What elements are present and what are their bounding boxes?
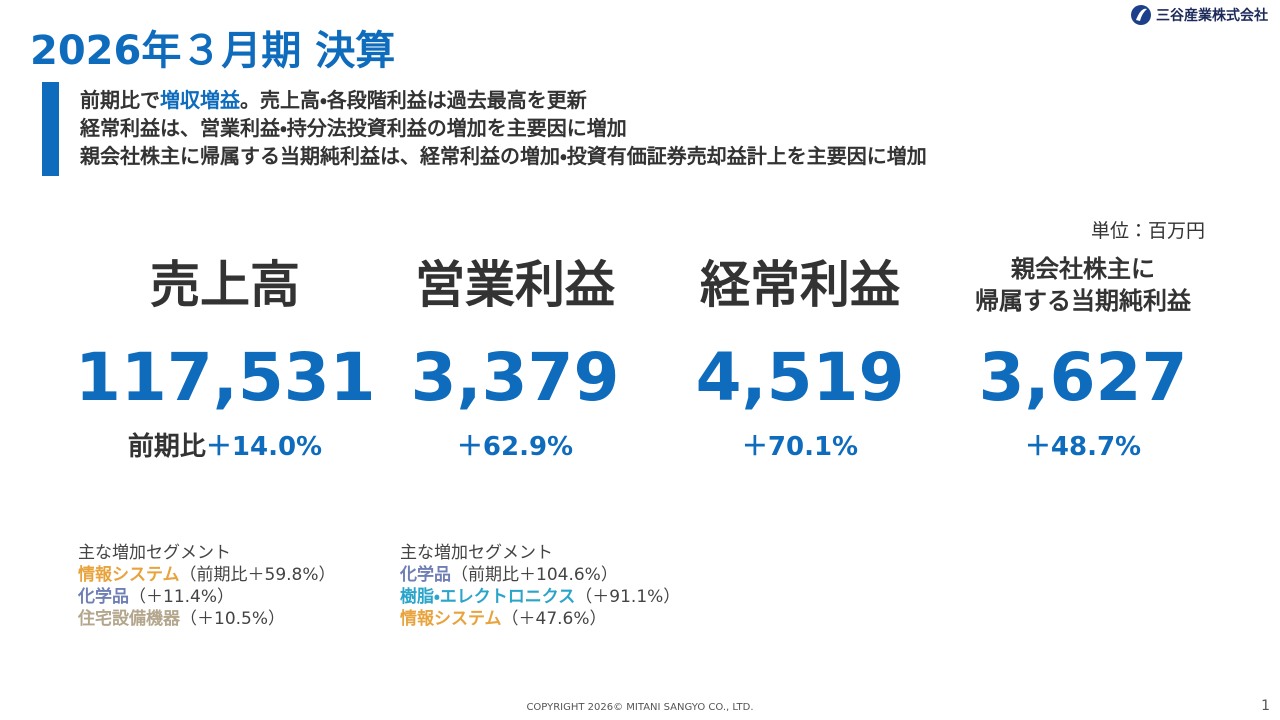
segment-heading: 主な増加セグメント <box>400 543 553 563</box>
highlight-text: 増収増益 <box>160 88 240 112</box>
segment-name: 化学品 <box>400 565 451 585</box>
metric-change: 前期比＋14.0% <box>75 426 375 463</box>
segment-name: 情報システム <box>78 565 180 585</box>
change-value: ＋14.0% <box>205 432 323 462</box>
copyright: COPYRIGHT 2026© MITANI SANGYO CO., LTD. <box>526 702 754 713</box>
summary-line: 経常利益は、営業利益・持分法投資利益の増加を主要因に増加 <box>80 114 927 142</box>
segment-item: 住宅設備機器（＋10.5%） <box>78 608 336 630</box>
metric-label-line: 帰属する当期純利益 <box>975 287 1191 315</box>
segment-note: （前期比＋59.8%） <box>179 565 336 585</box>
metric-value: 4,519 <box>695 339 905 416</box>
segment-note: （＋11.4%） <box>129 587 235 607</box>
segment-item: 情報システム（前期比＋59.8%） <box>78 564 336 586</box>
metric-label-line: 経常利益 <box>700 256 900 314</box>
change-value: ＋70.1% <box>741 432 859 462</box>
segment-item: 化学品（前期比＋104.6%） <box>400 564 680 586</box>
change-value: ＋62.9% <box>456 432 574 462</box>
segment-item: 化学品（＋11.4%） <box>78 586 336 608</box>
metric: 売上高 117,531 前期比＋14.0% <box>75 250 376 463</box>
company-name: 三谷産業株式会社 <box>1156 8 1268 24</box>
summary-text: 。売上高・各段階利益は過去最高を更新 <box>240 88 587 112</box>
metric: 親会社株主に帰属する当期純利益 3,627 ＋48.7% <box>933 250 1233 463</box>
segment-note: （前期比＋104.6%） <box>451 565 618 585</box>
metric-label-line: 売上高 <box>150 256 300 314</box>
summary-line: 親会社株主に帰属する当期純利益は、経常利益の増加・投資有価証券売却益計上を主要因… <box>80 142 927 170</box>
logo-mark <box>1131 5 1151 25</box>
segment-note: （＋10.5%） <box>180 609 286 629</box>
logo: 三谷産業株式会社 <box>1130 4 1268 26</box>
unit: 単位：百万円 <box>1090 220 1205 242</box>
segment-note: （＋47.6%） <box>501 609 607 629</box>
metric-value: 117,531 <box>75 339 376 416</box>
page-number: 1 <box>1261 698 1270 714</box>
segment-item: 情報システム（＋47.6%） <box>400 608 680 630</box>
summary-text: 経常利益は、営業利益・持分法投資利益の増加を主要因に増加 <box>80 116 627 140</box>
segment-name: 情報システム <box>400 609 502 629</box>
segment-name: 樹脂・エレクトロニクス <box>400 587 576 607</box>
summary-text: 親会社株主に帰属する当期純利益は、経常利益の増加・投資有価証券売却益計上を主要因… <box>80 144 927 168</box>
summary: 前期比で増収増益。売上高・各段階利益は過去最高を更新 経常利益は、営業利益・持分法… <box>80 86 927 170</box>
metric: 営業利益 3,379 ＋62.9% <box>365 250 665 463</box>
segment-block: 主な増加セグメント 化学品（前期比＋104.6%） 樹脂・エレクトロニクス（＋91.… <box>400 542 680 630</box>
metric-label-line: 親会社株主に <box>1011 255 1155 283</box>
metric-value: 3,627 <box>978 339 1188 416</box>
title: 2026年３月期 決算 <box>30 28 396 74</box>
segment-heading: 主な増加セグメント <box>78 543 231 563</box>
segment-name: 化学品 <box>78 587 129 607</box>
metric-change: ＋62.9% <box>365 426 665 463</box>
summary-text: 前期比で <box>80 88 160 112</box>
segment-block: 主な増加セグメント 情報システム（前期比＋59.8%） 化学品（＋11.4%） 住宅設… <box>78 542 336 630</box>
metric-label-line: 営業利益 <box>415 256 615 314</box>
segment-name: 住宅設備機器 <box>78 609 180 629</box>
summary-line: 前期比で増収増益。売上高・各段階利益は過去最高を更新 <box>80 86 927 114</box>
metric-label: 営業利益 <box>365 250 665 320</box>
change-prefix: 前期比 <box>127 432 206 462</box>
accent-bar <box>42 82 59 176</box>
metric-label: 売上高 <box>75 250 375 320</box>
metric: 経常利益 4,519 ＋70.1% <box>650 250 950 463</box>
metric-change: ＋70.1% <box>650 426 950 463</box>
metric-label: 親会社株主に帰属する当期純利益 <box>933 250 1233 320</box>
segment-note: （＋91.1%） <box>575 587 681 607</box>
change-value: ＋48.7% <box>1024 432 1142 462</box>
metric-value: 3,379 <box>410 339 620 416</box>
metric-label: 経常利益 <box>650 250 950 320</box>
metric-change: ＋48.7% <box>933 426 1233 463</box>
segment-item: 樹脂・エレクトロニクス（＋91.1%） <box>400 586 680 608</box>
